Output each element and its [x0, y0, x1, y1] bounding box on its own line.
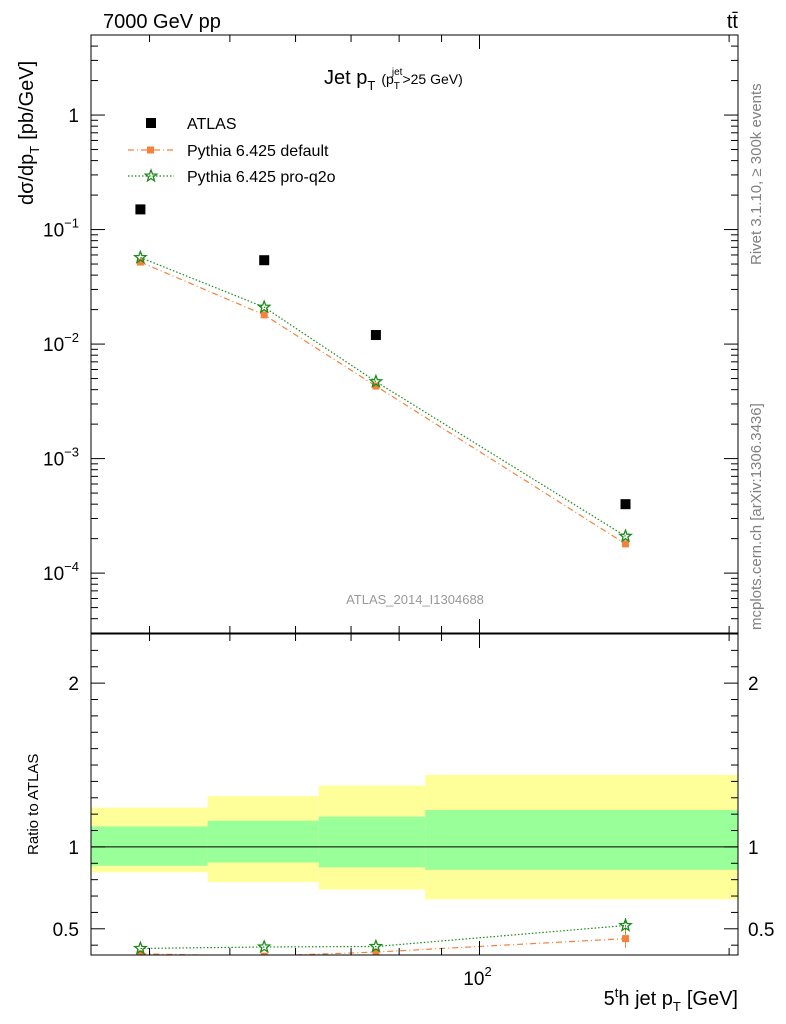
ratio-plot: 2 2 1 1 0.5 0.5 102 Ratio to ATLAS 5th jet pT[…	[25, 633, 774, 1014]
ratio-y-tick-label: 2	[68, 674, 79, 695]
default-point	[260, 311, 268, 319]
atlas-point	[259, 255, 270, 266]
ratio-y-tick-label-right: 2	[748, 674, 759, 695]
series-line-2	[140, 256, 626, 537]
default-point	[136, 258, 144, 266]
ratio-default-point	[136, 950, 144, 955]
proq2o-point	[132, 249, 148, 264]
energy-label: 7000 GeV pp	[103, 11, 221, 33]
default-point	[372, 382, 380, 390]
proq2o-point	[256, 299, 272, 314]
rivet-version-label: Rivet 3.1.10, ≥ 300k events	[748, 83, 765, 265]
atlas-point	[135, 204, 146, 215]
y-tick-label: 10−2	[43, 330, 79, 356]
legend-label-proq2o: Pythia 6.425 pro-q2o	[187, 169, 336, 186]
ratio-proq2o-point	[256, 939, 272, 954]
ratio-y-tick-label-right: 1	[748, 838, 759, 859]
series-line-1	[140, 261, 626, 545]
ratio-band-inner	[425, 810, 738, 870]
ratio-series-line-0	[140, 938, 626, 955]
legend-marker-default	[147, 146, 154, 154]
legend-entry-atlas: ATLAS	[146, 116, 237, 133]
y-tick-label: 1	[68, 106, 79, 127]
process-label: tt̄	[727, 11, 739, 33]
ratio-band-inner	[91, 826, 208, 866]
legend-marker-proq2o	[143, 168, 159, 183]
legend-marker-atlas	[146, 118, 156, 128]
ratio-proq2o-point	[132, 940, 148, 955]
source-label: mcplots.cern.ch [arXiv:1306.3436]	[748, 403, 765, 630]
ratio-default-point	[260, 952, 268, 955]
ratio-y-tick-label: 1	[68, 838, 79, 859]
legend: ATLAS Pythia 6.425 default Pythia 6.425 …	[128, 116, 336, 186]
legend-entry-proq2o: Pythia 6.425 pro-q2o	[128, 168, 336, 186]
ratio-plot-ticks: 2 2 1 1 0.5 0.5 102	[53, 634, 774, 990]
ratio-band-inner	[207, 820, 319, 863]
default-point	[622, 540, 630, 548]
x-axis-title: 5th jet pT [GeV]	[604, 985, 738, 1014]
plot-title: Jet pT (pTjet>25 GeV)	[324, 67, 463, 93]
main-plot-ticks: 1 10−1 10−2 10−3 10−4	[43, 34, 738, 634]
ratio-default-point	[622, 935, 630, 943]
legend-label-default: Pythia 6.425 default	[187, 143, 329, 160]
y-tick-label: 10−4	[43, 559, 79, 585]
ratio-proq2o-point	[368, 938, 384, 953]
main-plot-frame	[90, 34, 739, 634]
legend-label-atlas: ATLAS	[187, 116, 237, 133]
ratio-y-tick-label: 0.5	[53, 920, 79, 941]
ratio-y-tick-label-right: 0.5	[748, 920, 774, 941]
proq2o-point	[618, 528, 633, 543]
y-axis-title: dσ/dpT[pb/GeV]	[16, 61, 42, 205]
x-tick-label: 102	[463, 964, 491, 990]
legend-entry-default: Pythia 6.425 default	[128, 143, 329, 160]
ratio-series-line-1	[140, 924, 626, 950]
ratio-default-point	[372, 948, 380, 955]
ratio-plot-frame	[90, 633, 739, 956]
proq2o-point	[368, 373, 384, 388]
y-tick-label: 10−3	[43, 445, 79, 471]
ratio-band-inner	[318, 816, 426, 868]
main-plot: 1 10−1 10−2 10−3 10−4 Jet pT (pTjet>25 GeV) d…	[16, 34, 739, 634]
y-tick-label: 10−1	[43, 216, 79, 242]
atlas-point	[620, 499, 631, 510]
analysis-id-label: ATLAS_2014_I1304688	[346, 592, 484, 607]
ratio-y-axis-title: Ratio to ATLAS	[25, 754, 42, 855]
ratio-proq2o-point	[618, 917, 633, 932]
atlas-point	[370, 330, 381, 341]
